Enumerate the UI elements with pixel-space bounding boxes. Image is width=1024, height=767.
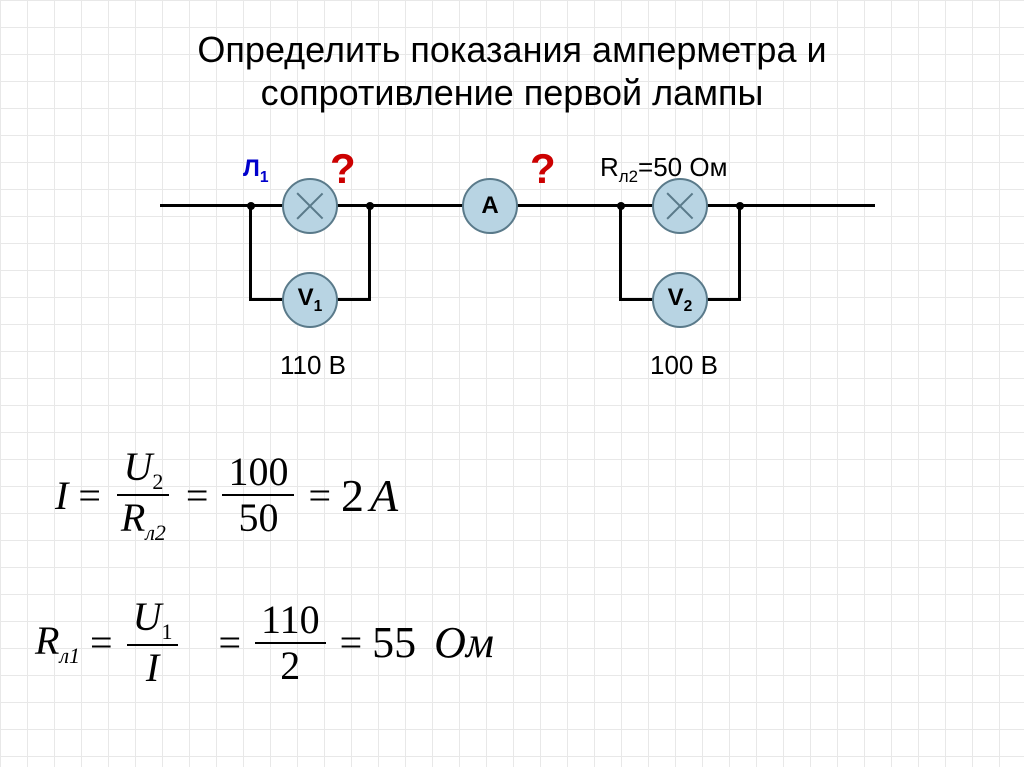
node-3: [617, 202, 625, 210]
wire-main-3: [517, 204, 653, 207]
wire-v2-left: [619, 204, 622, 300]
wire-v2-bottom-r: [707, 298, 741, 301]
wire-main-2: [337, 204, 463, 207]
v1-reading: 110 В: [280, 350, 346, 381]
v2-label: V2: [668, 284, 693, 316]
lamp1-label: Л1: [243, 155, 269, 187]
f2-frac1: U1 I: [127, 595, 179, 690]
node-1: [247, 202, 255, 210]
f1-result-unit: A: [370, 469, 398, 522]
title-line1: Определить показания амперметра и: [197, 29, 826, 70]
lamp-cross-icon: [654, 180, 706, 232]
equals-icon: =: [340, 619, 363, 666]
wire-v2-right: [738, 204, 741, 300]
wire-main-1: [160, 204, 283, 207]
v2-reading: 100 В: [650, 350, 718, 381]
f2-lhs: Rл1: [35, 617, 80, 669]
ammeter-label: A: [481, 192, 498, 220]
f2-frac2: 110 2: [255, 598, 326, 688]
r-l2-label: Rл2=50 Ом: [600, 152, 727, 187]
wire-v1-bottom-r: [337, 298, 371, 301]
wire-main-4: [707, 204, 875, 207]
ammeter: A: [462, 178, 518, 234]
f1-frac1: U2 Rл2: [115, 445, 172, 545]
equals-icon: =: [308, 472, 331, 519]
voltmeter-1: V1: [282, 272, 338, 328]
f2-result-val: 55: [372, 617, 416, 668]
node-4: [736, 202, 744, 210]
question-mark-2: ?: [530, 145, 556, 193]
equals-icon: =: [78, 472, 101, 519]
equals-icon: =: [90, 619, 113, 666]
equals-icon: =: [218, 619, 241, 666]
node-2: [366, 202, 374, 210]
problem-title: Определить показания амперметра и сопрот…: [0, 28, 1024, 114]
wire-v1-bottom-l: [249, 298, 283, 301]
question-mark-1: ?: [330, 145, 356, 193]
circuit-diagram: Л1 ? A ? Rл2=50 Ом V1 110 В V2 100 В: [0, 155, 1024, 435]
v1-label: V1: [298, 284, 323, 316]
formula-current: I = U2 Rл2 = 100 50 = 2 A: [55, 445, 398, 545]
wire-v1-right: [368, 204, 371, 300]
voltmeter-2: V2: [652, 272, 708, 328]
wire-v1-left: [249, 204, 252, 300]
f1-frac2: 100 50: [222, 450, 294, 540]
f1-lhs: I: [55, 472, 68, 519]
f2-result-unit: Ом: [434, 617, 494, 668]
equals-icon: =: [186, 472, 209, 519]
wire-v2-bottom-l: [619, 298, 653, 301]
lamp-cross-icon: [284, 180, 336, 232]
f1-result-val: 2: [341, 469, 364, 522]
formula-resistance: Rл1 = U1 I = 110 2 = 55 Ом: [35, 595, 494, 690]
title-line2: сопротивление первой лампы: [261, 72, 764, 113]
